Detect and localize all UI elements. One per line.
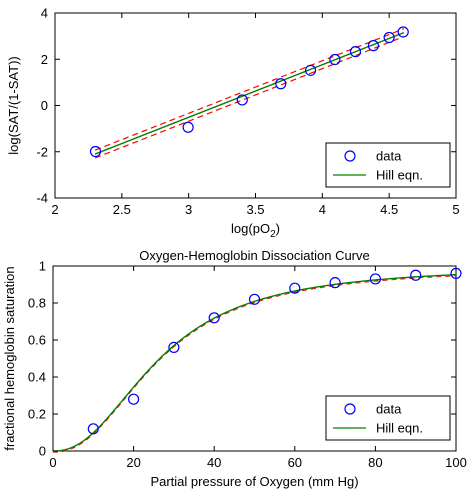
dissociation-curve-frame [52,265,457,452]
y-tick-label: 0.4 [28,370,46,385]
y-tick-label: 1 [39,259,46,274]
data-point [236,94,248,106]
log-plot-x-label-sub: 2 [270,229,276,240]
dissociation-curve-x-ticks: 0 20 40 60 80 100 [49,266,467,470]
dissociation-curve-title: Oxygen-Hemoglobin Dissociation Curve [139,248,370,263]
x-tick-label: 3.5 [246,202,264,217]
data-point [367,40,379,52]
data-point [329,53,341,66]
data-point [383,31,395,44]
hill-fit-curve [52,273,457,452]
data-point [182,121,194,133]
x-tick-label: 4.5 [380,202,398,217]
y-tick-label: 0 [41,98,48,113]
x-tick-label: 0 [49,455,56,470]
y-tick-label: 0 [39,444,46,459]
data-point [128,393,140,405]
y-tick-label: -2 [36,144,48,159]
x-tick-label: 2.5 [113,202,131,217]
dissociation-curve-plot: Oxygen-Hemoglobin Dissociation Curve 0 20… [2,248,467,489]
log-plot-fit-group [94,28,405,159]
log-plot-x-ticks: 2 2.5 3 3.5 4 4.5 5 [51,13,460,217]
log-plot-markers [89,26,409,158]
x-tick-label: 80 [368,455,382,470]
legend-label-fit: Hill eqn. [376,421,423,436]
legend-box [325,395,451,441]
y-tick-label: -4 [36,191,48,206]
confidence-bound-line [94,36,405,159]
x-tick-label: 2 [51,202,58,217]
x-tick-label: 20 [126,455,140,470]
data-point [329,277,341,289]
log-plot-x-label-close: ) [276,221,280,236]
data-point [248,293,261,305]
log-plot-x-axis-label: log(pO2) [231,221,280,240]
data-point [168,341,180,353]
x-tick-label: 4 [319,202,326,217]
confidence-bound-line [94,28,405,151]
hill-fit-line [94,32,405,155]
y-tick-label: 0.2 [28,407,46,422]
y-tick-label: 0.6 [28,333,46,348]
x-tick-label: 40 [207,455,221,470]
x-tick-label: 3 [185,202,192,217]
dissociation-curve-y-axis-label: fractional hemoglobin saturation [2,266,17,450]
data-point [208,312,220,324]
log-plot-legend: data Hill eqn. [325,142,451,188]
log-plot-y-axis-label: log(SAT/(1-SAT)) [6,56,21,154]
legend-box [325,142,451,188]
dissociation-curve-legend: data Hill eqn. [325,395,451,441]
data-point [89,145,102,158]
legend-marker [344,150,356,162]
x-tick-label: 100 [445,455,467,470]
dissociation-curve-x-axis-label: Partial pressure of Oxygen (mm Hg) [150,474,358,489]
log-plot-x-label-main: log(pO [231,221,270,236]
x-tick-label: 5 [452,202,459,217]
data-point [369,273,381,285]
legend-label-data: data [376,402,402,417]
legend-marker [344,403,356,415]
y-tick-label: 2 [41,52,48,67]
x-tick-label: 60 [288,455,302,470]
legend-label-fit: Hill eqn. [376,168,423,183]
data-point [87,423,99,435]
confidence-bound-curve [52,275,457,453]
dissociation-curve-y-ticks: 0 0.2 0.4 0.6 0.8 1 [28,259,456,459]
y-tick-label: 4 [41,6,48,21]
log-plot-y-ticks: -4 -2 0 2 4 [36,6,456,206]
data-point [349,46,362,58]
data-point [304,64,317,76]
data-point [410,269,422,281]
y-tick-label: 0.8 [28,296,46,311]
data-point [289,282,301,294]
data-point [275,78,287,90]
data-point [397,26,409,38]
legend-label-data: data [376,149,402,164]
dissociation-curve-fit-group [52,273,457,453]
